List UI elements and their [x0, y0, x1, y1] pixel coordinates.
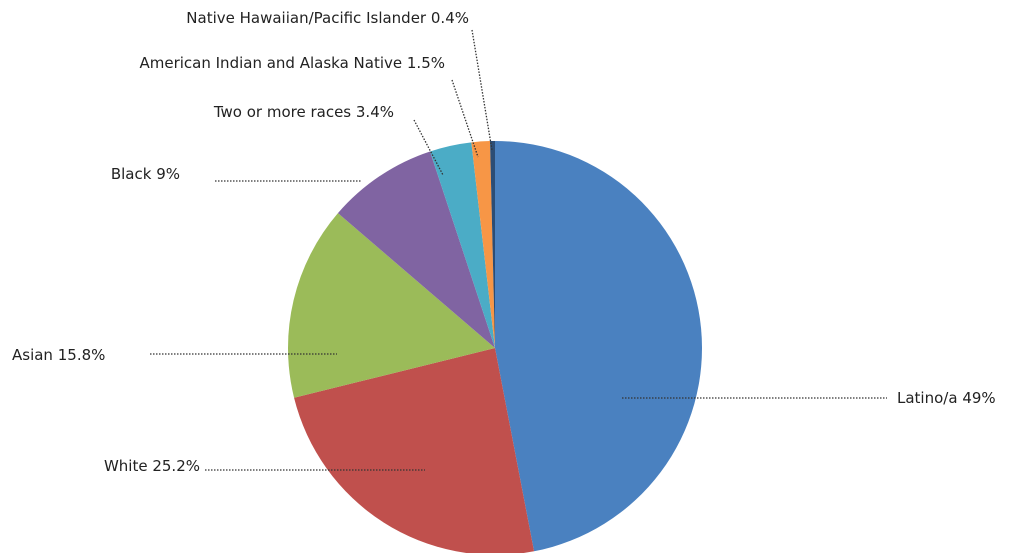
leader-line — [413, 119, 444, 176]
pie-slice — [430, 142, 495, 348]
slice-label: Latino/a 49% — [897, 389, 996, 407]
slice-label: American Indian and Alaska Native 1.5% — [139, 54, 445, 72]
pie-slice — [288, 213, 495, 398]
slice-label: Two or more races 3.4% — [213, 103, 394, 121]
pie-slice — [294, 348, 535, 553]
slice-label: Black 9% — [111, 165, 180, 183]
value-label: 25.2% — [152, 457, 200, 475]
category-name: American Indian and Alaska Native — [139, 54, 402, 72]
pie-slice — [490, 141, 495, 348]
category-name: Asian — [12, 346, 53, 364]
leader-line — [471, 29, 493, 151]
pie-slice — [495, 141, 702, 552]
category-name: Latino/a — [897, 389, 958, 407]
value-label: 1.5% — [407, 54, 445, 72]
pie-slice — [337, 151, 495, 348]
slice-label: White 25.2% — [104, 457, 200, 475]
slice-label: Native Hawaiian/Pacific Islander 0.4% — [186, 9, 469, 27]
category-name: Native Hawaiian/Pacific Islander — [186, 9, 427, 27]
value-label: 49% — [962, 389, 995, 407]
value-label: 0.4% — [431, 9, 469, 27]
value-label: 3.4% — [356, 103, 394, 121]
pie-slice — [471, 141, 495, 348]
category-name: Two or more races — [213, 103, 351, 121]
value-label: 15.8% — [58, 346, 106, 364]
category-name: White — [104, 457, 148, 475]
category-name: Black — [111, 165, 152, 183]
value-label: 9% — [156, 165, 180, 183]
slice-label: Asian 15.8% — [12, 346, 105, 364]
